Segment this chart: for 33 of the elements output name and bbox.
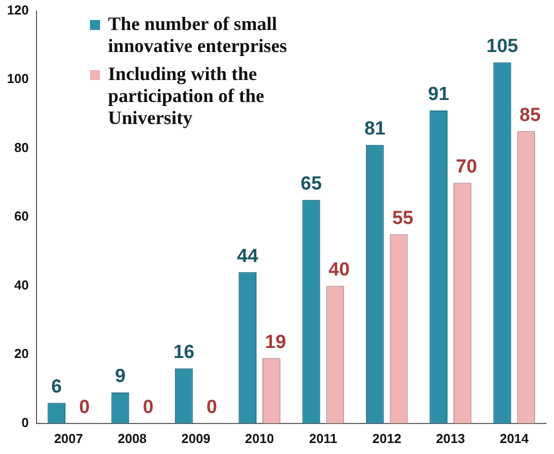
data-label: 91 <box>428 84 450 106</box>
x-tick-label: 2011 <box>309 430 338 446</box>
legend-label: The number of small innovative enterprises <box>108 14 288 58</box>
y-tick-label: 100 <box>6 71 29 86</box>
x-tick-label: 2014 <box>500 430 530 446</box>
x-tick-label: 2009 <box>181 430 210 446</box>
y-tick-label: 60 <box>14 208 29 224</box>
y-tick-label: 0 <box>21 414 29 430</box>
x-tick-label: 2008 <box>118 430 147 446</box>
data-label: 65 <box>300 174 322 195</box>
x-tick-label: 2007 <box>54 430 83 446</box>
y-tick-label: 40 <box>14 277 29 292</box>
y-tick-label: 120 <box>6 2 29 18</box>
data-label: 16 <box>173 342 194 364</box>
data-label: 6 <box>51 376 62 398</box>
data-label: 70 <box>456 156 478 178</box>
y-tick-label: 20 <box>14 346 29 362</box>
data-label: 85 <box>520 104 542 126</box>
data-label: 55 <box>392 208 414 230</box>
y-tick-label: 80 <box>14 140 29 155</box>
x-tick-label: 2010 <box>245 430 274 446</box>
data-label: 0 <box>79 397 90 418</box>
data-label: 40 <box>328 260 350 281</box>
data-label: 9 <box>114 366 126 388</box>
data-label: 0 <box>206 397 218 418</box>
data-label: 44 <box>237 246 259 267</box>
data-label: 81 <box>364 118 386 140</box>
x-tick-label: 2013 <box>436 430 465 446</box>
data-label: 105 <box>486 36 519 58</box>
data-label: 19 <box>264 332 286 353</box>
x-tick-label: 2012 <box>372 430 402 446</box>
legend-label: Including with the participation of the University <box>108 64 266 130</box>
data-label: 0 <box>142 397 154 418</box>
